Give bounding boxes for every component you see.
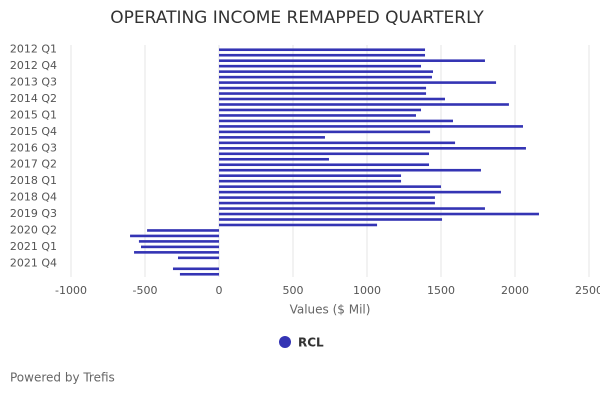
bar <box>219 201 435 205</box>
bar <box>219 86 427 90</box>
x-tick-label: 0 <box>216 284 223 297</box>
bar <box>219 97 445 101</box>
bar <box>219 174 402 177</box>
bar <box>219 185 441 188</box>
y-tick-label: 2018 Q1 <box>10 174 57 187</box>
bar <box>219 218 443 221</box>
y-tick-label: 2012 Q1 <box>10 43 57 56</box>
bar <box>147 229 219 232</box>
bar <box>219 114 416 117</box>
bar <box>219 223 378 227</box>
y-tick-label: 2015 Q1 <box>10 108 57 121</box>
x-tick-label: 1000 <box>353 284 381 297</box>
bar <box>179 272 219 276</box>
bar <box>219 130 431 134</box>
bar <box>219 48 426 52</box>
bar <box>219 196 435 199</box>
bar <box>172 267 219 271</box>
bar <box>219 141 456 145</box>
legend-label: RCL <box>298 336 324 350</box>
bar <box>219 75 432 79</box>
legend-marker <box>279 336 291 348</box>
bar <box>138 240 219 243</box>
bar <box>134 251 219 254</box>
y-tick-label: 2013 Q3 <box>10 76 57 89</box>
footer: Powered by Trefis <box>10 371 115 385</box>
bar <box>219 125 523 128</box>
x-tick-label: 1500 <box>427 284 455 297</box>
bar <box>219 70 434 73</box>
x-tick-label: 500 <box>283 284 304 297</box>
chart-title: OPERATING INCOME REMAPPED QUARTERLY <box>110 8 484 28</box>
bar <box>141 245 219 249</box>
bar <box>219 64 422 68</box>
x-tick-label: -500 <box>133 284 158 297</box>
bar <box>219 108 422 112</box>
x-tick-label: -1000 <box>55 284 87 297</box>
y-tick-label: 2019 Q3 <box>10 207 57 220</box>
y-tick-label: 2012 Q4 <box>10 59 57 72</box>
bar <box>219 103 509 106</box>
bar <box>219 190 501 194</box>
bar <box>219 59 485 62</box>
bar <box>219 207 485 210</box>
bar <box>219 81 497 84</box>
y-tick-label: 2021 Q4 <box>10 256 57 269</box>
bar <box>219 53 426 57</box>
y-tick-label: 2021 Q1 <box>10 240 57 253</box>
bar <box>130 234 219 238</box>
bar <box>219 136 325 139</box>
bar <box>219 212 539 216</box>
y-tick-label: 2018 Q4 <box>10 191 57 204</box>
y-tick-label: 2016 Q3 <box>10 141 57 154</box>
y-tick-label: 2015 Q4 <box>10 125 57 138</box>
bar <box>219 119 453 123</box>
bar <box>178 256 219 260</box>
bar <box>219 152 430 156</box>
x-tick-label: 2000 <box>501 284 529 297</box>
x-tick-label: 2500 <box>575 284 600 297</box>
bar <box>219 147 526 150</box>
y-tick-label: 2014 Q2 <box>10 92 57 105</box>
bar <box>219 163 430 167</box>
y-tick-label: 2017 Q2 <box>10 158 57 171</box>
bar <box>219 179 402 183</box>
x-axis-label: Values ($ Mil) <box>290 303 371 317</box>
bar <box>219 157 329 161</box>
bar <box>219 168 481 172</box>
y-tick-label: 2020 Q2 <box>10 223 57 236</box>
bar <box>219 92 427 95</box>
